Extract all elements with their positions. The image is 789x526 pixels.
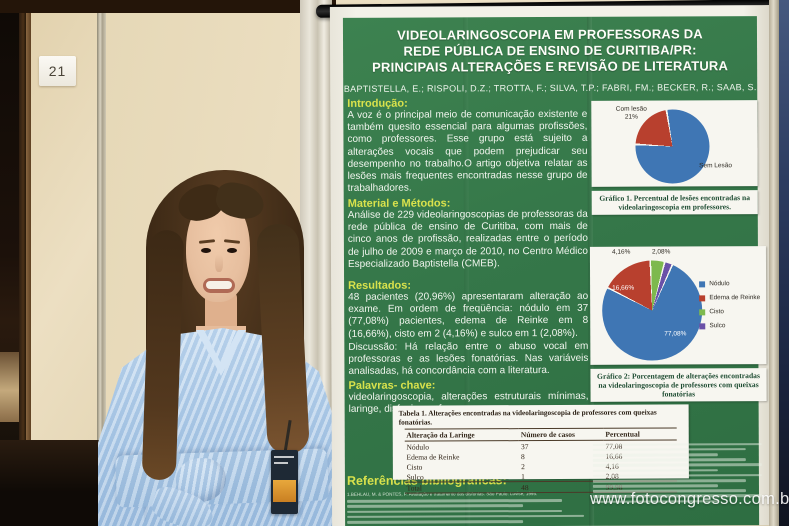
badge-accent: [273, 480, 296, 502]
presenter-teeth: [206, 281, 232, 289]
reference-line-illegible: [592, 458, 746, 462]
booth-number-label: 21: [39, 56, 76, 86]
section-body-results: 48 pacientes (20,96%) apresentaram alter…: [348, 290, 589, 340]
cell-cases: 37: [520, 441, 529, 451]
section-heading-intro: Introdução:: [347, 97, 408, 110]
legend-label-sulco: Sulco: [709, 322, 726, 330]
legend-swatch-nodulo: [699, 280, 706, 287]
reference-line-illegible: [592, 479, 747, 483]
badge-text-line: [274, 462, 288, 464]
legend-swatch-sulco: [699, 322, 706, 329]
photographer-watermark: www.fotocongresso.com.br: [590, 490, 789, 508]
legend-label-edema: Edema de Reinke: [709, 294, 761, 302]
cell-lesion: Sulco: [406, 472, 424, 482]
doorway: [0, 13, 19, 453]
legend-item: Nódulo: [699, 280, 760, 287]
cell-lesion: Cisto: [406, 462, 423, 472]
cell-cases: 8: [520, 451, 525, 461]
adjacent-poster-edge: [779, 0, 789, 526]
chart2-label-edema: 16,66%: [612, 284, 635, 292]
section-heading-keywords: Palavras- chave:: [348, 379, 436, 392]
section-heading-methods: Material e Métodos:: [347, 197, 451, 210]
poster-title-line2: REDE PÚBLICA DE ENSINO DE CURITIBA/PR:: [403, 42, 697, 59]
reference-line-illegible: [347, 514, 584, 519]
door-frame-trim: [26, 13, 31, 526]
reference-line-illegible: [592, 468, 719, 472]
presenter-nose: [215, 254, 223, 272]
chart2-legend: Nódulo Edema de Reinke Cisto Sulco: [699, 280, 760, 336]
section-body-intro: A voz é o principal meio de comunicação …: [347, 108, 588, 195]
badge-text-line: [274, 456, 294, 458]
col-header-percent: Percentual: [603, 427, 678, 441]
cell-lesion: Total: [404, 481, 520, 494]
legend-swatch-cisto: [699, 308, 706, 315]
section-body-discussion: Discussão: Há relação entre o abuso voca…: [348, 340, 589, 378]
references-text: 1.BEHLAU, M. & PONTES, P. Avaliação e tr…: [347, 491, 591, 526]
cell-lesion: Nódulo: [406, 442, 429, 452]
reference-line-illegible: [592, 453, 719, 457]
reference-line-illegible: [592, 473, 762, 478]
legend-label-cisto: Cisto: [709, 308, 724, 316]
reference-line-illegible: [347, 520, 523, 524]
reference-line-illegible: [347, 509, 562, 514]
section-heading-results: Resultados:: [348, 279, 412, 292]
legend-item: Sulco: [699, 322, 760, 329]
cell-cases: 1: [521, 471, 525, 481]
poster-title-line1: VIDEOLARINGOSCOPIA EM PROFESSORAS DA: [397, 26, 703, 43]
table-title: Tabela 1. Alterações encontradas na vide…: [398, 407, 657, 427]
reference-line-illegible: [592, 463, 762, 467]
door-frame: [19, 13, 26, 526]
reference-line-illegible: [347, 499, 562, 503]
panel-frame-strip: [97, 0, 106, 526]
chart2-caption: Gráfico 2: Porcentagem de alterações enc…: [590, 368, 767, 402]
poster-title: VIDEOLARINGOSCOPIA EM PROFESSORAS DA RED…: [343, 26, 757, 76]
conference-badge: [271, 450, 298, 514]
reference-line-illegible: [592, 442, 762, 447]
chart2-panel: 4,16% 2,08% 16,66% 77,08% Nódulo Edema d…: [589, 246, 767, 365]
section-body-methods: Análise de 229 videolaringoscopias de pr…: [347, 208, 588, 270]
chart2-label-sulco: 2,08%: [651, 248, 671, 256]
legend-label-nodulo: Nódulo: [709, 280, 730, 288]
reference-line-illegible: [347, 504, 523, 508]
presenter-eye-right: [227, 248, 237, 253]
chart1-caption: Gráfico 1. Percentual de lesões encontra…: [591, 190, 758, 215]
booth-number: 21: [48, 63, 67, 79]
chart1-panel: Com lesão 21% Sem Lesão: [591, 100, 758, 187]
chart2-label-cisto: 4,16%: [611, 248, 631, 256]
hallway-floor: [0, 352, 19, 422]
chart1-label-com-lesao: Com lesão 21%: [609, 106, 653, 121]
legend-swatch-edema: [699, 294, 706, 301]
cell-cases: 2: [521, 461, 525, 471]
floor-shadow: [0, 440, 100, 526]
poster-authors: BAPTISTELLA, E.; RISPOLI, D.Z.; TROTTA, …: [343, 82, 757, 94]
research-poster: VIDEOLARINGOSCOPIA EM PROFESSORAS DA RED…: [329, 5, 773, 526]
chart1-label-pct: 21%: [624, 113, 638, 121]
poster-title-line3: PRINCIPAIS ALTERAÇÕES E REVISÃO DE LITER…: [372, 58, 729, 75]
cell-lesion: Edema de Reinke: [406, 451, 460, 462]
chart2-pie: [601, 260, 703, 361]
col-header-cases: Número de casos: [518, 428, 604, 441]
legend-item: Cisto: [699, 308, 760, 315]
presenter-eye-left: [201, 248, 211, 253]
reference-line-illegible: [592, 484, 719, 488]
ceiling-shadow: [0, 0, 336, 13]
chart1-label-text: Com lesão: [615, 105, 647, 113]
poster-body: VIDEOLARINGOSCOPIA EM PROFESSORAS DA RED…: [342, 16, 767, 526]
chart1-label-sem-lesao: Sem Lesão: [699, 162, 733, 170]
chart2-label-nodulo: 77,08%: [664, 330, 687, 338]
reference-line-illegible: [592, 447, 746, 452]
col-header-lesion: Alteração da Laringe: [404, 428, 519, 442]
legend-item: Edema de Reinke: [699, 294, 760, 301]
booth-divider-post: [769, 0, 779, 526]
